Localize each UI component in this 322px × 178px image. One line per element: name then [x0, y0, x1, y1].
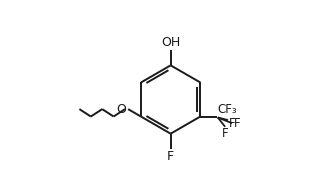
- Text: OH: OH: [161, 36, 180, 49]
- Text: O: O: [116, 103, 126, 116]
- Text: F: F: [233, 117, 240, 130]
- Text: CF₃: CF₃: [218, 103, 237, 116]
- Text: F: F: [167, 150, 174, 163]
- Text: F: F: [222, 127, 229, 140]
- Text: F: F: [229, 117, 235, 130]
